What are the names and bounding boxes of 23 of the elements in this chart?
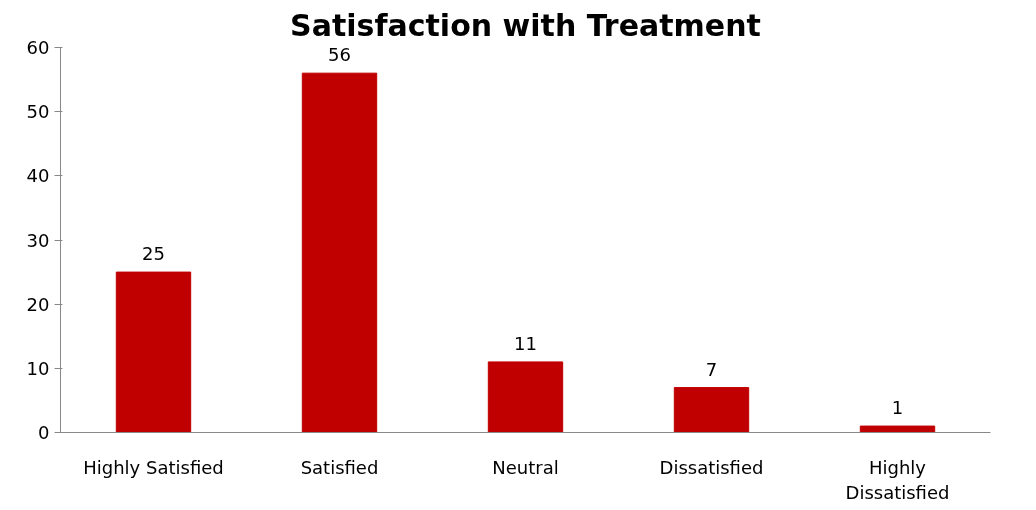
data-label: 56 <box>328 44 351 66</box>
y-tick-label: 60 <box>26 37 50 58</box>
y-tick-label: 10 <box>26 357 50 379</box>
y-tick-label: 30 <box>26 229 50 251</box>
x-tick-label: Neutral <box>492 456 559 478</box>
x-tick-label: Highly Dissatisfied <box>845 456 950 503</box>
bar <box>487 361 564 433</box>
x-tick-label: Satisfied <box>300 456 379 478</box>
y-tick-label: 20 <box>26 293 50 315</box>
y-tick-label: 50 <box>26 101 50 123</box>
data-label: 11 <box>514 332 537 354</box>
bar <box>673 387 750 433</box>
y-tick-label: 0 <box>38 422 50 443</box>
y-tick-label: 40 <box>26 165 50 187</box>
data-label: 25 <box>142 243 165 265</box>
x-tick-label: Dissatisfied <box>659 456 764 478</box>
data-label: 1 <box>891 397 904 419</box>
bar <box>115 271 192 433</box>
bar <box>301 72 378 433</box>
x-tick-label: Highly Satisfied <box>83 456 224 478</box>
bar <box>859 425 936 433</box>
chart-title: Satisfaction with Treatment <box>290 7 761 43</box>
data-label: 7 <box>705 358 718 380</box>
